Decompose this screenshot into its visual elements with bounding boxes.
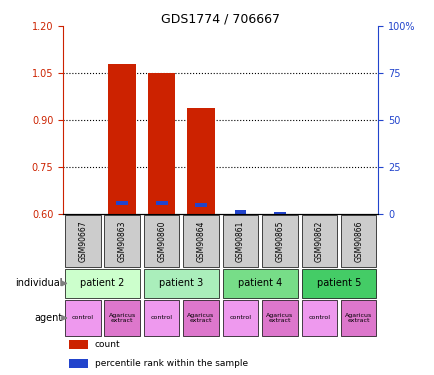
Text: GSM90667: GSM90667	[78, 220, 87, 262]
Bar	[222, 300, 258, 336]
Bar	[148, 73, 175, 214]
Bar	[340, 216, 375, 267]
Bar	[222, 269, 297, 297]
Bar	[69, 359, 88, 368]
Text: Agaricus
extract: Agaricus extract	[187, 312, 214, 323]
Bar	[144, 269, 218, 297]
Text: count: count	[95, 340, 120, 349]
Bar	[183, 300, 218, 336]
Text: Agaricus
extract: Agaricus extract	[266, 312, 293, 323]
Bar	[301, 216, 336, 267]
Text: GSM90861: GSM90861	[235, 220, 244, 262]
Bar	[144, 300, 179, 336]
Text: patient 4: patient 4	[237, 278, 282, 288]
Bar	[195, 203, 207, 207]
Bar	[116, 201, 128, 206]
Text: patient 2: patient 2	[80, 278, 125, 288]
Bar	[222, 216, 258, 267]
Text: percentile rank within the sample: percentile rank within the sample	[95, 359, 247, 368]
Bar	[155, 201, 167, 206]
Text: control: control	[308, 315, 329, 320]
Text: GSM90866: GSM90866	[353, 220, 362, 262]
Text: control: control	[150, 315, 172, 320]
Bar	[65, 300, 100, 336]
Bar	[104, 300, 140, 336]
Text: individual: individual	[16, 278, 63, 288]
Bar	[187, 108, 214, 214]
Bar	[65, 269, 140, 297]
Text: GSM90862: GSM90862	[314, 220, 323, 262]
Bar	[273, 212, 285, 216]
Text: patient 5: patient 5	[316, 278, 360, 288]
Bar	[234, 210, 246, 214]
Bar	[69, 340, 88, 349]
Text: patient 3: patient 3	[159, 278, 203, 288]
Text: control: control	[72, 315, 94, 320]
Text: GSM90865: GSM90865	[275, 220, 284, 262]
Text: GSM90860: GSM90860	[157, 220, 166, 262]
Text: agent: agent	[35, 313, 63, 323]
Bar	[340, 300, 375, 336]
Bar	[301, 269, 375, 297]
Bar	[104, 216, 140, 267]
Bar	[144, 216, 179, 267]
Title: GDS1774 / 706667: GDS1774 / 706667	[161, 12, 279, 25]
Text: control: control	[229, 315, 251, 320]
Text: GSM90863: GSM90863	[118, 220, 126, 262]
Bar	[183, 216, 218, 267]
Text: GSM90864: GSM90864	[196, 220, 205, 262]
Bar	[301, 300, 336, 336]
Text: Agaricus
extract: Agaricus extract	[344, 312, 372, 323]
Text: Agaricus
extract: Agaricus extract	[108, 312, 135, 323]
Bar	[262, 216, 297, 267]
Bar	[108, 64, 136, 214]
Bar	[262, 300, 297, 336]
Bar	[65, 216, 100, 267]
